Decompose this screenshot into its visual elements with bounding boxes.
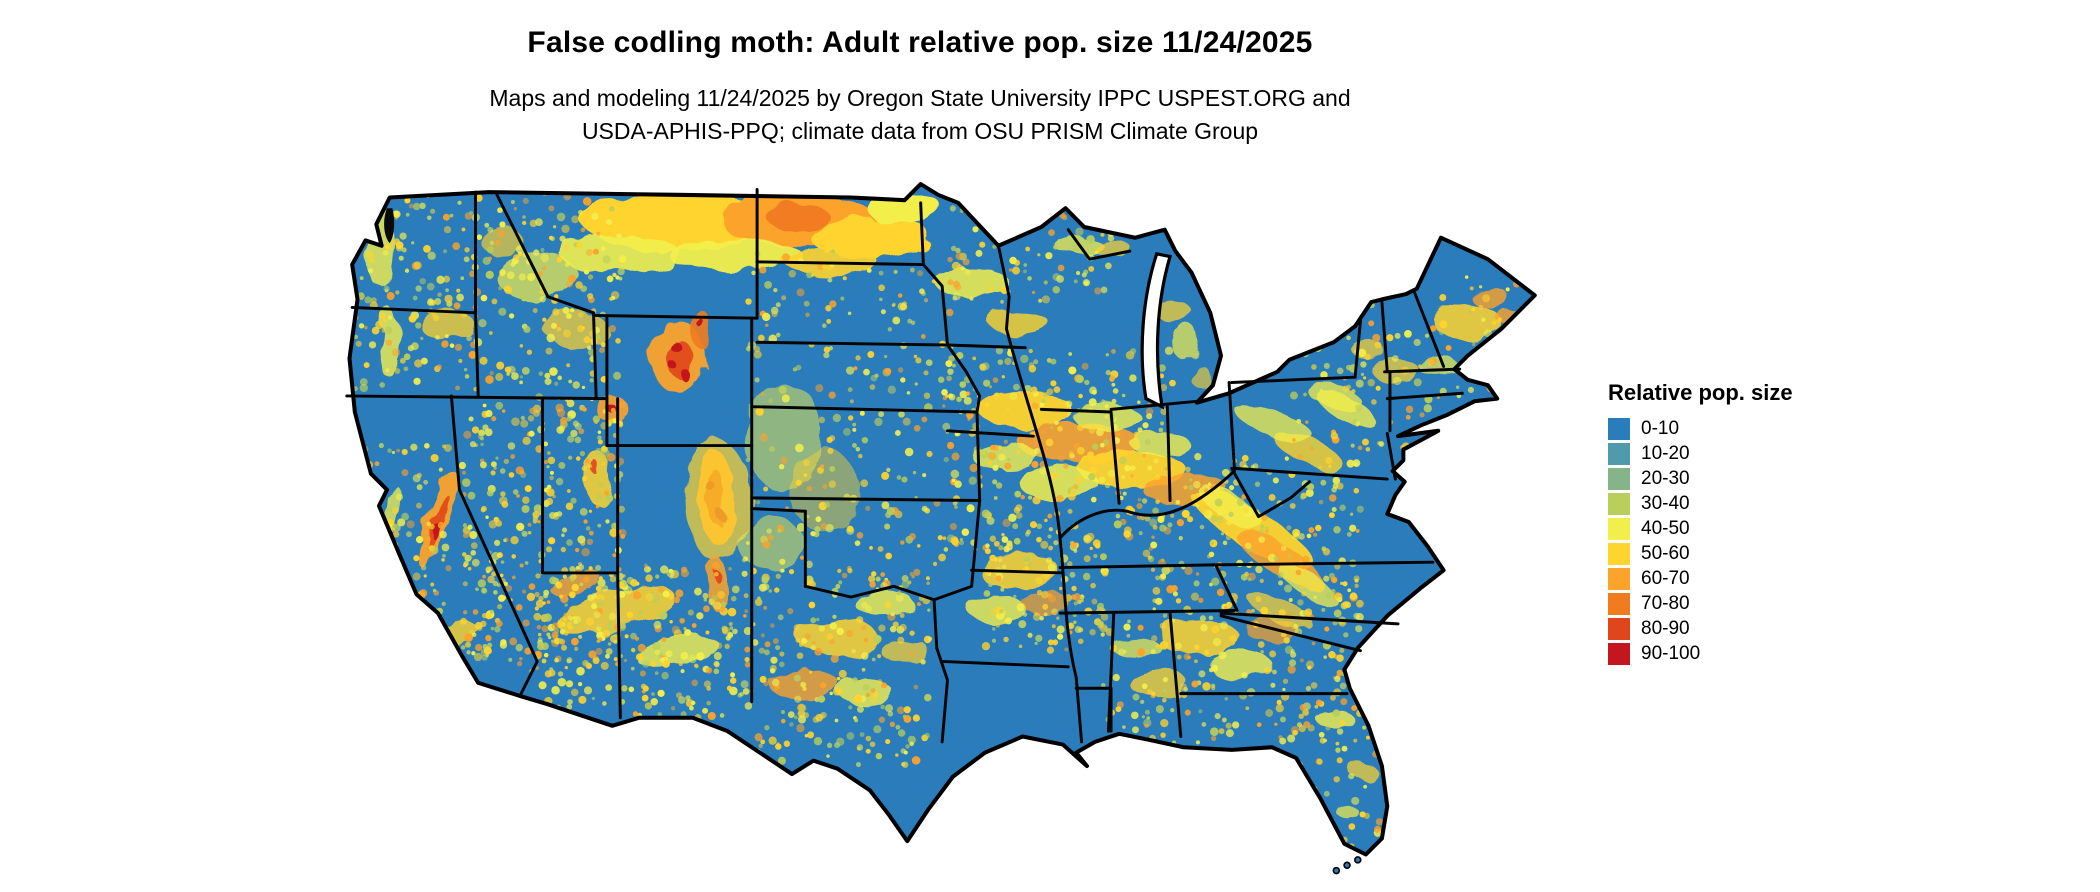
legend-swatch bbox=[1608, 592, 1630, 615]
legend-title: Relative pop. size bbox=[1608, 380, 1793, 405]
legend-swatch bbox=[1608, 467, 1630, 490]
state-border-line bbox=[1219, 611, 1400, 626]
legend-rows: 0-10 10-20 20-30 30-40 40-50 50-60 60-70 70-80 8… bbox=[1608, 416, 1793, 666]
legend-entry: 0-10 bbox=[1608, 416, 1793, 441]
state-border-line bbox=[1227, 381, 1236, 470]
legend-swatch bbox=[1608, 442, 1630, 465]
legend-swatch bbox=[1608, 517, 1630, 540]
legend-label: 50-60 bbox=[1641, 542, 1690, 564]
legend-swatch bbox=[1608, 542, 1630, 565]
subtitle-line-1: Maps and modeling 11/24/2025 by Oregon S… bbox=[489, 85, 1351, 111]
state-border-line bbox=[1005, 327, 1084, 744]
legend-swatch bbox=[1608, 617, 1630, 640]
legend-entry: 20-30 bbox=[1608, 466, 1793, 491]
legend-swatch bbox=[1608, 417, 1630, 440]
state-border-line bbox=[616, 571, 622, 720]
state-border-line bbox=[1109, 399, 1199, 411]
state-border-line bbox=[1168, 611, 1183, 738]
legend-label: 40-50 bbox=[1641, 517, 1690, 539]
state-border-line bbox=[1385, 391, 1464, 401]
state-border-line bbox=[449, 394, 539, 696]
state-border-line bbox=[1383, 367, 1462, 374]
state-border-line bbox=[1058, 608, 1236, 615]
state-border-line bbox=[1165, 405, 1172, 502]
state-border-line bbox=[750, 405, 979, 414]
legend-label: 30-40 bbox=[1641, 492, 1690, 514]
state-border-line bbox=[921, 263, 949, 347]
legend: Relative pop. size 0-10 10-20 20-30 30-40 40… bbox=[1608, 380, 1793, 666]
state-border-line bbox=[935, 646, 949, 744]
legend-entry: 80-90 bbox=[1608, 616, 1793, 641]
state-border-line bbox=[594, 314, 759, 320]
raster-layer bbox=[352, 185, 1535, 855]
state-border-line bbox=[1412, 289, 1446, 368]
florida-keys bbox=[1332, 856, 1362, 875]
state-border-line bbox=[1214, 563, 1239, 612]
map-subtitle: Maps and modeling 11/24/2025 by Oregon S… bbox=[240, 82, 1600, 148]
state-border-line bbox=[755, 340, 949, 347]
state-border-line bbox=[919, 201, 925, 267]
state-border-line bbox=[975, 410, 982, 502]
legend-entry: 60-70 bbox=[1608, 566, 1793, 591]
legend-label: 90-100 bbox=[1641, 642, 1701, 664]
state-border-line bbox=[1106, 611, 1116, 733]
state-border-line bbox=[750, 496, 979, 502]
state-border-line bbox=[1219, 614, 1362, 653]
state-border-line bbox=[1058, 469, 1236, 540]
state-borders bbox=[345, 187, 1464, 744]
state-border-line bbox=[946, 429, 1035, 438]
puget-sound bbox=[384, 208, 395, 244]
state-border-line bbox=[932, 598, 939, 650]
state-border-line bbox=[1058, 563, 1215, 570]
legend-entry: 30-40 bbox=[1608, 491, 1793, 516]
state-border-line bbox=[1211, 560, 1435, 567]
legend-entry: 40-50 bbox=[1608, 516, 1793, 541]
key-islet bbox=[1354, 856, 1362, 864]
state-border-line bbox=[345, 394, 609, 401]
legend-entry: 70-80 bbox=[1608, 591, 1793, 616]
state-border-line bbox=[1380, 300, 1389, 374]
state-border-line bbox=[1230, 466, 1311, 519]
state-border-line bbox=[996, 244, 1011, 331]
state-border-line bbox=[350, 305, 477, 315]
state-border-line bbox=[932, 499, 982, 602]
legend-label: 20-30 bbox=[1641, 467, 1690, 489]
state-border-line bbox=[1066, 228, 1132, 261]
state-border-line bbox=[474, 190, 480, 398]
state-border-line bbox=[1109, 410, 1121, 505]
state-border-line bbox=[1232, 466, 1389, 481]
legend-label: 0-10 bbox=[1641, 417, 1680, 439]
hotspot-blobs bbox=[368, 192, 1522, 819]
state-border-line bbox=[940, 659, 1070, 669]
legend-swatch bbox=[1608, 642, 1630, 665]
legend-swatch bbox=[1608, 492, 1630, 515]
legend-label: 80-90 bbox=[1641, 617, 1690, 639]
legend-swatch bbox=[1608, 567, 1630, 590]
key-islet bbox=[1343, 861, 1351, 869]
state-border-line bbox=[755, 260, 925, 267]
key-islet bbox=[1332, 866, 1341, 875]
legend-entry: 10-20 bbox=[1608, 441, 1793, 466]
us-map bbox=[345, 168, 1566, 875]
state-border-line bbox=[1353, 319, 1362, 379]
state-border-line bbox=[970, 568, 1065, 575]
state-border-line bbox=[750, 507, 807, 513]
state-border-line bbox=[1039, 407, 1113, 414]
state-border-line bbox=[946, 343, 982, 414]
state-border-line bbox=[495, 193, 598, 401]
subtitle-line-2: USDA-APHIS-PPQ; climate data from OSU PR… bbox=[581, 118, 1259, 144]
legend-label: 10-20 bbox=[1641, 442, 1690, 464]
lake-michigan bbox=[1140, 251, 1173, 410]
legend-label: 70-80 bbox=[1641, 592, 1690, 614]
state-border-line bbox=[803, 584, 936, 602]
map-title: False codling moth: Adult relative pop. … bbox=[527, 26, 1313, 59]
state-border-line bbox=[1074, 686, 1113, 733]
legend-entry: 50-60 bbox=[1608, 541, 1793, 566]
legend-entry: 90-100 bbox=[1608, 641, 1793, 666]
legend-label: 60-70 bbox=[1641, 567, 1690, 589]
